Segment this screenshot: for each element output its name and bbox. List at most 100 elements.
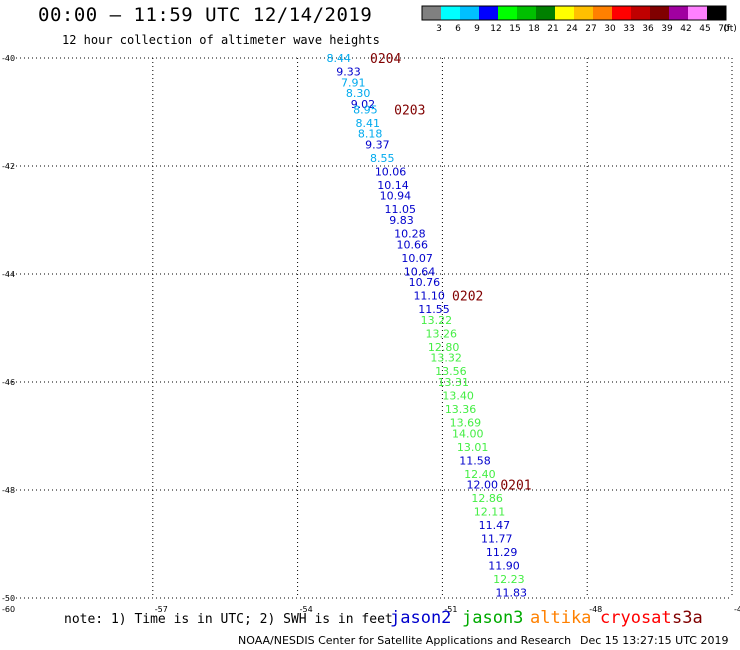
wave-height-value: 8.30: [346, 87, 371, 100]
chart-subtitle: 12 hour collection of altimeter wave hei…: [62, 33, 380, 47]
colorbar-label: 30: [604, 24, 616, 34]
wave-height-value: 10.76: [409, 276, 441, 289]
wave-height-value: 8.95: [353, 103, 378, 116]
corner-tick-label: -60: [2, 605, 15, 614]
colorbar-swatch: [669, 6, 688, 20]
colorbar-label: 70: [718, 24, 730, 34]
wave-height-value: 12.11: [474, 506, 506, 519]
wave-height-value: 10.28: [394, 228, 426, 241]
wave-height-value: 10.94: [380, 190, 412, 203]
legend-cryosat: cryosat: [600, 608, 672, 628]
legend-jason3: jason3: [462, 608, 524, 628]
footer-note: note: 1) Time is in UTC; 2) SWH is in fe…: [64, 612, 393, 627]
colorbar-label: 33: [623, 24, 634, 34]
colorbar-label: 27: [585, 24, 596, 34]
colorbar-label: 15: [509, 24, 520, 34]
x-tick-label: -48: [589, 605, 602, 614]
y-tick-label: -48: [2, 486, 15, 495]
wave-height-value: 13.22: [421, 314, 453, 327]
colorbar-swatch: [593, 6, 612, 20]
colorbar-swatch: [707, 6, 726, 20]
time-label: 0203: [394, 103, 425, 118]
colorbar-swatch: [574, 6, 593, 20]
colorbar-label: 9: [474, 24, 480, 34]
colorbar-label: 12: [490, 24, 501, 34]
credit: NOAA/NESDIS Center for Satellite Applica…: [238, 634, 572, 647]
wave-height-value: 11.90: [488, 560, 519, 573]
x-tick-label: -45: [734, 605, 740, 614]
wave-height-value: 7.91: [341, 76, 366, 89]
wave-height-value: 11.10: [413, 290, 445, 303]
colorbar-label: 42: [680, 24, 691, 34]
y-tick-label: -44: [2, 270, 15, 279]
wave-height-value: 11.77: [481, 533, 512, 546]
wave-height-value: 10.07: [401, 252, 433, 265]
colorbar-label: 21: [547, 24, 558, 34]
wave-height-value: 10.14: [377, 179, 409, 192]
wave-height-value: 11.47: [479, 519, 511, 532]
y-tick-label: -42: [2, 162, 15, 171]
colorbar: 3 6 9 12 15 18 21 24 27 30 33 36 39 42 45 70(ft): [421, 5, 737, 34]
wave-height-value: 12.80: [428, 341, 460, 354]
wave-height-value: 13.01: [457, 441, 489, 454]
grid: [8, 57, 733, 599]
wave-height-value: 11.58: [459, 454, 491, 467]
wave-height-value: 12.86: [471, 492, 503, 505]
time-labels: 0204 0203 0202 0201: [370, 52, 532, 494]
wave-height-value: 13.36: [445, 403, 477, 416]
y-tick-label: -40: [2, 54, 15, 63]
wave-height-value: 13.56: [435, 365, 467, 378]
colorbar-label: 24: [566, 24, 578, 34]
time-label: 0202: [452, 290, 483, 305]
wave-height-value: 9.37: [365, 138, 390, 151]
colorbar-swatch: [555, 6, 574, 20]
wave-height-value: 12.40: [464, 468, 496, 481]
colorbar-unit: (ft): [723, 24, 737, 34]
colorbar-swatch: [612, 6, 631, 20]
wave-height-value: 9.33: [336, 66, 361, 79]
wave-height-value: 8.55: [370, 152, 395, 165]
colorbar-label: 3: [436, 24, 442, 34]
wave-height-value: 11.55: [418, 303, 450, 316]
wave-height-value: 13.69: [450, 417, 482, 430]
wave-height-value: 13.31: [438, 376, 470, 389]
wave-height-value: 9.83: [389, 214, 414, 227]
legend-altika: altika: [530, 608, 592, 628]
chart-title: 00:00 – 11:59 UTC 12/14/2019: [38, 4, 373, 26]
colorbar-frame: [421, 5, 727, 21]
wave-height-value: 12.23: [493, 573, 524, 586]
y-tick-label: -50: [2, 594, 15, 603]
wave-height-value: 10.64: [404, 265, 436, 278]
colorbar-swatch: [650, 6, 669, 20]
wave-height-value: 8.44: [327, 52, 352, 65]
wave-height-value: 9.02: [351, 98, 376, 111]
colorbar-label: 6: [455, 24, 461, 34]
colorbar-label: 18: [528, 24, 540, 34]
wave-height-value: 11.83: [495, 587, 527, 600]
wave-height-value: 11.29: [486, 546, 517, 559]
legend-s3a: s3a: [672, 608, 703, 628]
wave-height-value: 12.00: [467, 479, 499, 492]
wave-height-value: 8.18: [358, 128, 383, 141]
y-tick-label: -46: [2, 378, 15, 387]
wave-height-value: 11.05: [384, 203, 416, 216]
colorbar-swatch: [517, 6, 536, 20]
wave-height-value: 8.41: [356, 117, 381, 130]
colorbar-label: 39: [661, 24, 673, 34]
wave-height-value: 13.26: [426, 327, 458, 340]
colorbar-swatch: [441, 6, 460, 20]
x-tick-label: -51: [444, 605, 457, 614]
generated-time: Dec 15 13:27:15 UTC 2019: [580, 634, 729, 647]
colorbar-swatch: [422, 6, 441, 20]
time-label: 0204: [370, 52, 401, 67]
colorbar-swatch: [536, 6, 555, 20]
legend-jason2: jason2: [390, 608, 452, 628]
wave-height-value: 13.32: [430, 352, 462, 365]
axis-ticks: -40 -42 -44 -46 -48 -50 -57 -54 -51 -48 -45 -60: [2, 54, 740, 614]
wave-height-value: 10.66: [397, 238, 429, 251]
time-label: 0201: [500, 479, 531, 494]
colorbar-swatch: [479, 6, 498, 20]
x-tick-label: -54: [300, 605, 313, 614]
